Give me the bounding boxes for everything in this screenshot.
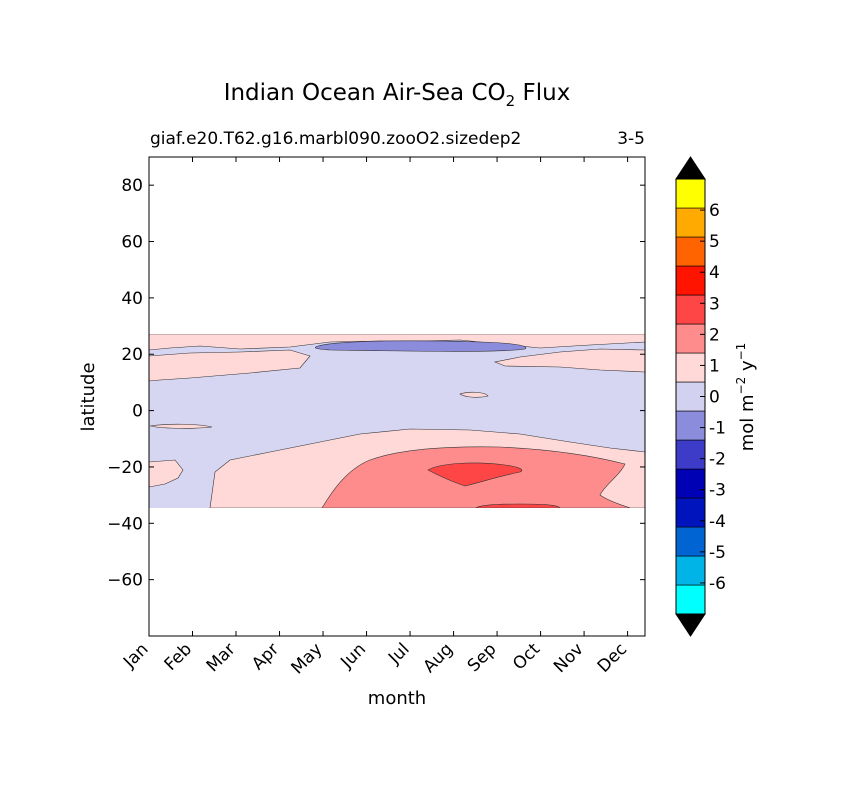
plot-frame bbox=[148, 156, 646, 637]
colorbar-swatch bbox=[675, 410, 706, 441]
y-axis: 80 60 40 20 0 −20 −40 −60 bbox=[107, 176, 645, 591]
y-tick-label: −20 bbox=[107, 458, 143, 478]
contour-field bbox=[149, 334, 645, 508]
x-tick-label: Feb bbox=[161, 639, 196, 674]
colorbar-swatch bbox=[675, 207, 706, 238]
colorbar-tick-label: -4 bbox=[709, 512, 726, 532]
region-small-positive bbox=[459, 391, 489, 398]
y-tick-label: 60 bbox=[121, 233, 143, 253]
colorbar-label-exp2: −1 bbox=[734, 343, 748, 361]
colorbar-tick-label: -6 bbox=[709, 574, 726, 594]
colorbar-label: mol m−2 y−1 bbox=[734, 343, 758, 452]
x-tick-label: Jun bbox=[336, 639, 370, 673]
colorbar: -6 -5 -4 -3 -2 -1 0 1 2 3 4 5 6 bbox=[675, 156, 726, 637]
colorbar-label-exp1: −2 bbox=[734, 377, 748, 395]
x-axis-label: month bbox=[368, 688, 426, 709]
x-tick-label: Aug bbox=[419, 639, 457, 677]
y-tick-label: 0 bbox=[132, 402, 143, 422]
chart-title-subscript: 2 bbox=[506, 92, 516, 110]
colorbar-extend-min bbox=[675, 613, 706, 637]
region-northern-strong-sink bbox=[315, 340, 527, 352]
colorbar-swatch bbox=[675, 439, 706, 470]
x-tick-label: Dec bbox=[594, 639, 631, 676]
x-tick-label: Jul bbox=[384, 639, 413, 668]
colorbar-tick-label: 4 bbox=[709, 263, 720, 283]
colorbar-tick-label: 6 bbox=[709, 201, 720, 221]
colorbar-tick-label: -1 bbox=[709, 419, 726, 439]
x-tick-label: Sep bbox=[464, 639, 501, 676]
y-axis-label: latitude bbox=[78, 362, 99, 431]
region-east-positive bbox=[493, 348, 645, 373]
chart-subtitle-left: giaf.e20.T62.g16.marbl090.zooO2.sizedep2 bbox=[150, 129, 521, 149]
colorbar-swatch bbox=[675, 584, 706, 615]
x-tick-label: Jan bbox=[119, 639, 152, 672]
region-southern-core-2 bbox=[475, 503, 561, 508]
y-tick-label: 20 bbox=[121, 345, 143, 365]
colorbar-tick-label: -5 bbox=[709, 543, 726, 563]
colorbar-swatch bbox=[675, 265, 706, 296]
x-tick-label: Oct bbox=[509, 639, 544, 674]
chart-title: Indian Ocean Air-Sea CO2 Flux bbox=[224, 80, 571, 110]
region-southern-core bbox=[427, 462, 523, 487]
colorbar-tick-label: 1 bbox=[709, 356, 720, 376]
region-north-band-positive-2 bbox=[149, 349, 311, 382]
colorbar-swatch bbox=[675, 178, 706, 209]
x-tick-label: May bbox=[288, 639, 327, 678]
y-tick-label: −40 bbox=[107, 514, 143, 534]
colorbar-tick-label: -2 bbox=[709, 450, 726, 470]
colorbar-extend-max bbox=[675, 156, 706, 180]
chart-subtitle-right: 3-5 bbox=[617, 129, 645, 149]
plot-area: 80 60 40 20 0 −20 −40 −60 Jan Feb Mar Apr May Jun Jul… bbox=[107, 156, 646, 678]
y-tick-label: 40 bbox=[121, 289, 143, 309]
x-tick-label: Mar bbox=[203, 639, 240, 676]
region-southern-band-positive bbox=[149, 459, 184, 488]
colorbar-swatch bbox=[675, 323, 706, 354]
x-tick-label: Apr bbox=[248, 639, 283, 674]
x-tick-label: Nov bbox=[550, 639, 588, 677]
colorbar-swatch bbox=[675, 352, 706, 383]
colorbar-tick-label: 2 bbox=[709, 325, 720, 345]
colorbar-swatch bbox=[675, 555, 706, 586]
colorbar-swatch bbox=[675, 497, 706, 528]
colorbar-swatch bbox=[675, 468, 706, 499]
colorbar-tick-label: 5 bbox=[709, 232, 720, 252]
colorbar-swatch bbox=[675, 294, 706, 325]
colorbar-tick-label: 3 bbox=[709, 294, 720, 314]
colorbar-tick-label: 0 bbox=[709, 388, 720, 408]
y-tick-label: −60 bbox=[107, 571, 143, 591]
colorbar-tick-label: -3 bbox=[709, 481, 726, 501]
region-small-positive-2 bbox=[149, 423, 213, 429]
y-tick-label: 80 bbox=[121, 176, 143, 196]
